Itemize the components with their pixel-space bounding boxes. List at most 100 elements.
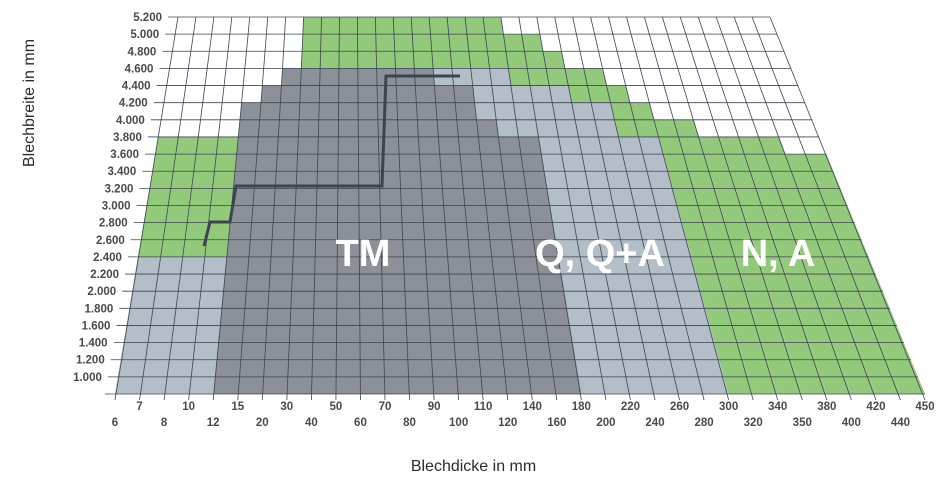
- y-tick-label: 2.200: [90, 269, 119, 281]
- region-label-tm: TM: [336, 233, 391, 275]
- grid-col-line: [751, 16, 901, 401]
- tm-boundary-line: [202, 74, 460, 247]
- grid-col-line: [286, 16, 304, 401]
- x-tick-label: 400: [842, 417, 861, 429]
- grid-col-line: [410, 16, 435, 401]
- y-tick-label: 3.600: [110, 149, 139, 161]
- y-tick-label: 5.200: [133, 12, 162, 24]
- grid-col-line: [769, 16, 926, 401]
- x-tick-label: 320: [744, 417, 763, 429]
- y-tick-label: 2.400: [93, 252, 122, 264]
- region-cell: [591, 102, 680, 394]
- region-cell: [518, 136, 582, 395]
- grid-col-line: [114, 16, 179, 401]
- y-tick-label: 1.400: [79, 338, 108, 350]
- y-tick-label: 5.000: [130, 29, 159, 41]
- y-tick-label: 2.000: [87, 286, 116, 298]
- x-tick-label: 420: [866, 401, 885, 413]
- y-tick-label: 1.600: [82, 320, 111, 332]
- x-tick-label: 12: [207, 417, 220, 429]
- x-tick-label: 100: [449, 417, 468, 429]
- grid-col-line: [518, 16, 582, 401]
- grid-col-line: [715, 16, 852, 401]
- grid-col-line: [163, 16, 215, 401]
- grid-col-line: [356, 16, 361, 401]
- x-tick-label: 110: [474, 401, 493, 413]
- x-tick-label: 15: [231, 401, 244, 413]
- grid-col-line: [261, 16, 287, 401]
- region-cell: [618, 136, 705, 395]
- region-cell: [498, 136, 557, 395]
- x-tick-label: 80: [403, 417, 416, 429]
- region-cell: [395, 68, 435, 394]
- grid-col-line: [572, 16, 656, 401]
- grid-col-line: [608, 16, 705, 401]
- y-tick-label: 3.000: [102, 201, 131, 213]
- grid-col-line: [446, 16, 484, 401]
- x-tick-label: 440: [891, 417, 910, 429]
- x-tick-label: 240: [645, 417, 664, 429]
- x-tick-label: 350: [793, 417, 812, 429]
- x-tick-label: 450: [915, 401, 934, 413]
- grid-col-line: [310, 16, 322, 401]
- region-label-q: Q, Q+A: [535, 233, 665, 275]
- tm-boundary-layer: [202, 74, 460, 247]
- region-cell: [286, 68, 321, 394]
- grid-col-line: [679, 16, 803, 401]
- x-tick-label: 8: [161, 417, 168, 429]
- x-tick-label: 220: [621, 401, 640, 413]
- region-cell: [571, 102, 655, 394]
- x-tick-label: 180: [572, 401, 591, 413]
- grid-col-line: [374, 16, 386, 401]
- x-tick-label: 340: [768, 401, 787, 413]
- grid-col-line: [554, 16, 631, 401]
- region-cell: [638, 136, 729, 395]
- grid-col-line: [464, 16, 509, 401]
- y-tick-label: 4.800: [127, 46, 156, 58]
- x-tick-label: 7: [136, 401, 142, 413]
- region-cell: [759, 136, 876, 395]
- y-tick-label: 1.000: [73, 372, 102, 384]
- x-tick-label: 280: [694, 417, 713, 429]
- x-tick-label: 140: [523, 401, 542, 413]
- region-cell: [376, 68, 410, 394]
- x-tick-label: 60: [354, 417, 367, 429]
- x-tick-label: 260: [670, 401, 689, 413]
- region-cell: [335, 68, 361, 394]
- x-axis-title: Blechdicke in mm: [410, 458, 537, 475]
- grid-col-line: [188, 16, 233, 401]
- grid-layer: [105, 16, 926, 401]
- x-tick-label: 90: [428, 401, 441, 413]
- grid-col-line: [500, 16, 558, 401]
- x-tick-label: 200: [596, 417, 615, 429]
- grid-col-line: [644, 16, 754, 401]
- y-tick-label: 4.000: [116, 115, 145, 127]
- y-tick-labels: 1.000 1.200 1.400 1.600 1.800 2.000 2.200 2.400…: [73, 12, 162, 384]
- y-tick-label: 4.200: [119, 98, 148, 110]
- region-cell: [357, 68, 385, 394]
- grid-col-line: [733, 16, 877, 401]
- y-tick-label: 4.400: [122, 81, 151, 93]
- x-tick-labels: 6 7 8 10 12 15 20 30 40 50 60 70 80 90 100 110 120 140 160…: [112, 401, 935, 429]
- region-cell: [739, 136, 852, 395]
- grid-col-line: [697, 16, 828, 401]
- y-tick-label: 2.600: [96, 235, 125, 247]
- region-cell: [262, 68, 302, 394]
- region-cell: [414, 68, 459, 394]
- x-tick-label: 120: [498, 417, 517, 429]
- x-tick-label: 10: [182, 401, 195, 413]
- region-cell: [699, 136, 803, 395]
- grid-col-line: [482, 16, 533, 401]
- x-tick-label: 40: [305, 417, 318, 429]
- grid-col-line: [392, 16, 410, 401]
- region-label-n: N, A: [741, 233, 816, 275]
- grid-col-line: [661, 16, 779, 401]
- y-tick-label: 3.400: [107, 166, 136, 178]
- grid-col-line: [237, 16, 269, 401]
- y-tick-label: 4.600: [125, 63, 154, 75]
- grid-col-line: [626, 16, 730, 401]
- y-tick-label: 1.800: [85, 303, 114, 315]
- x-tick-label: 70: [379, 401, 392, 413]
- x-tick-label: 6: [112, 417, 118, 429]
